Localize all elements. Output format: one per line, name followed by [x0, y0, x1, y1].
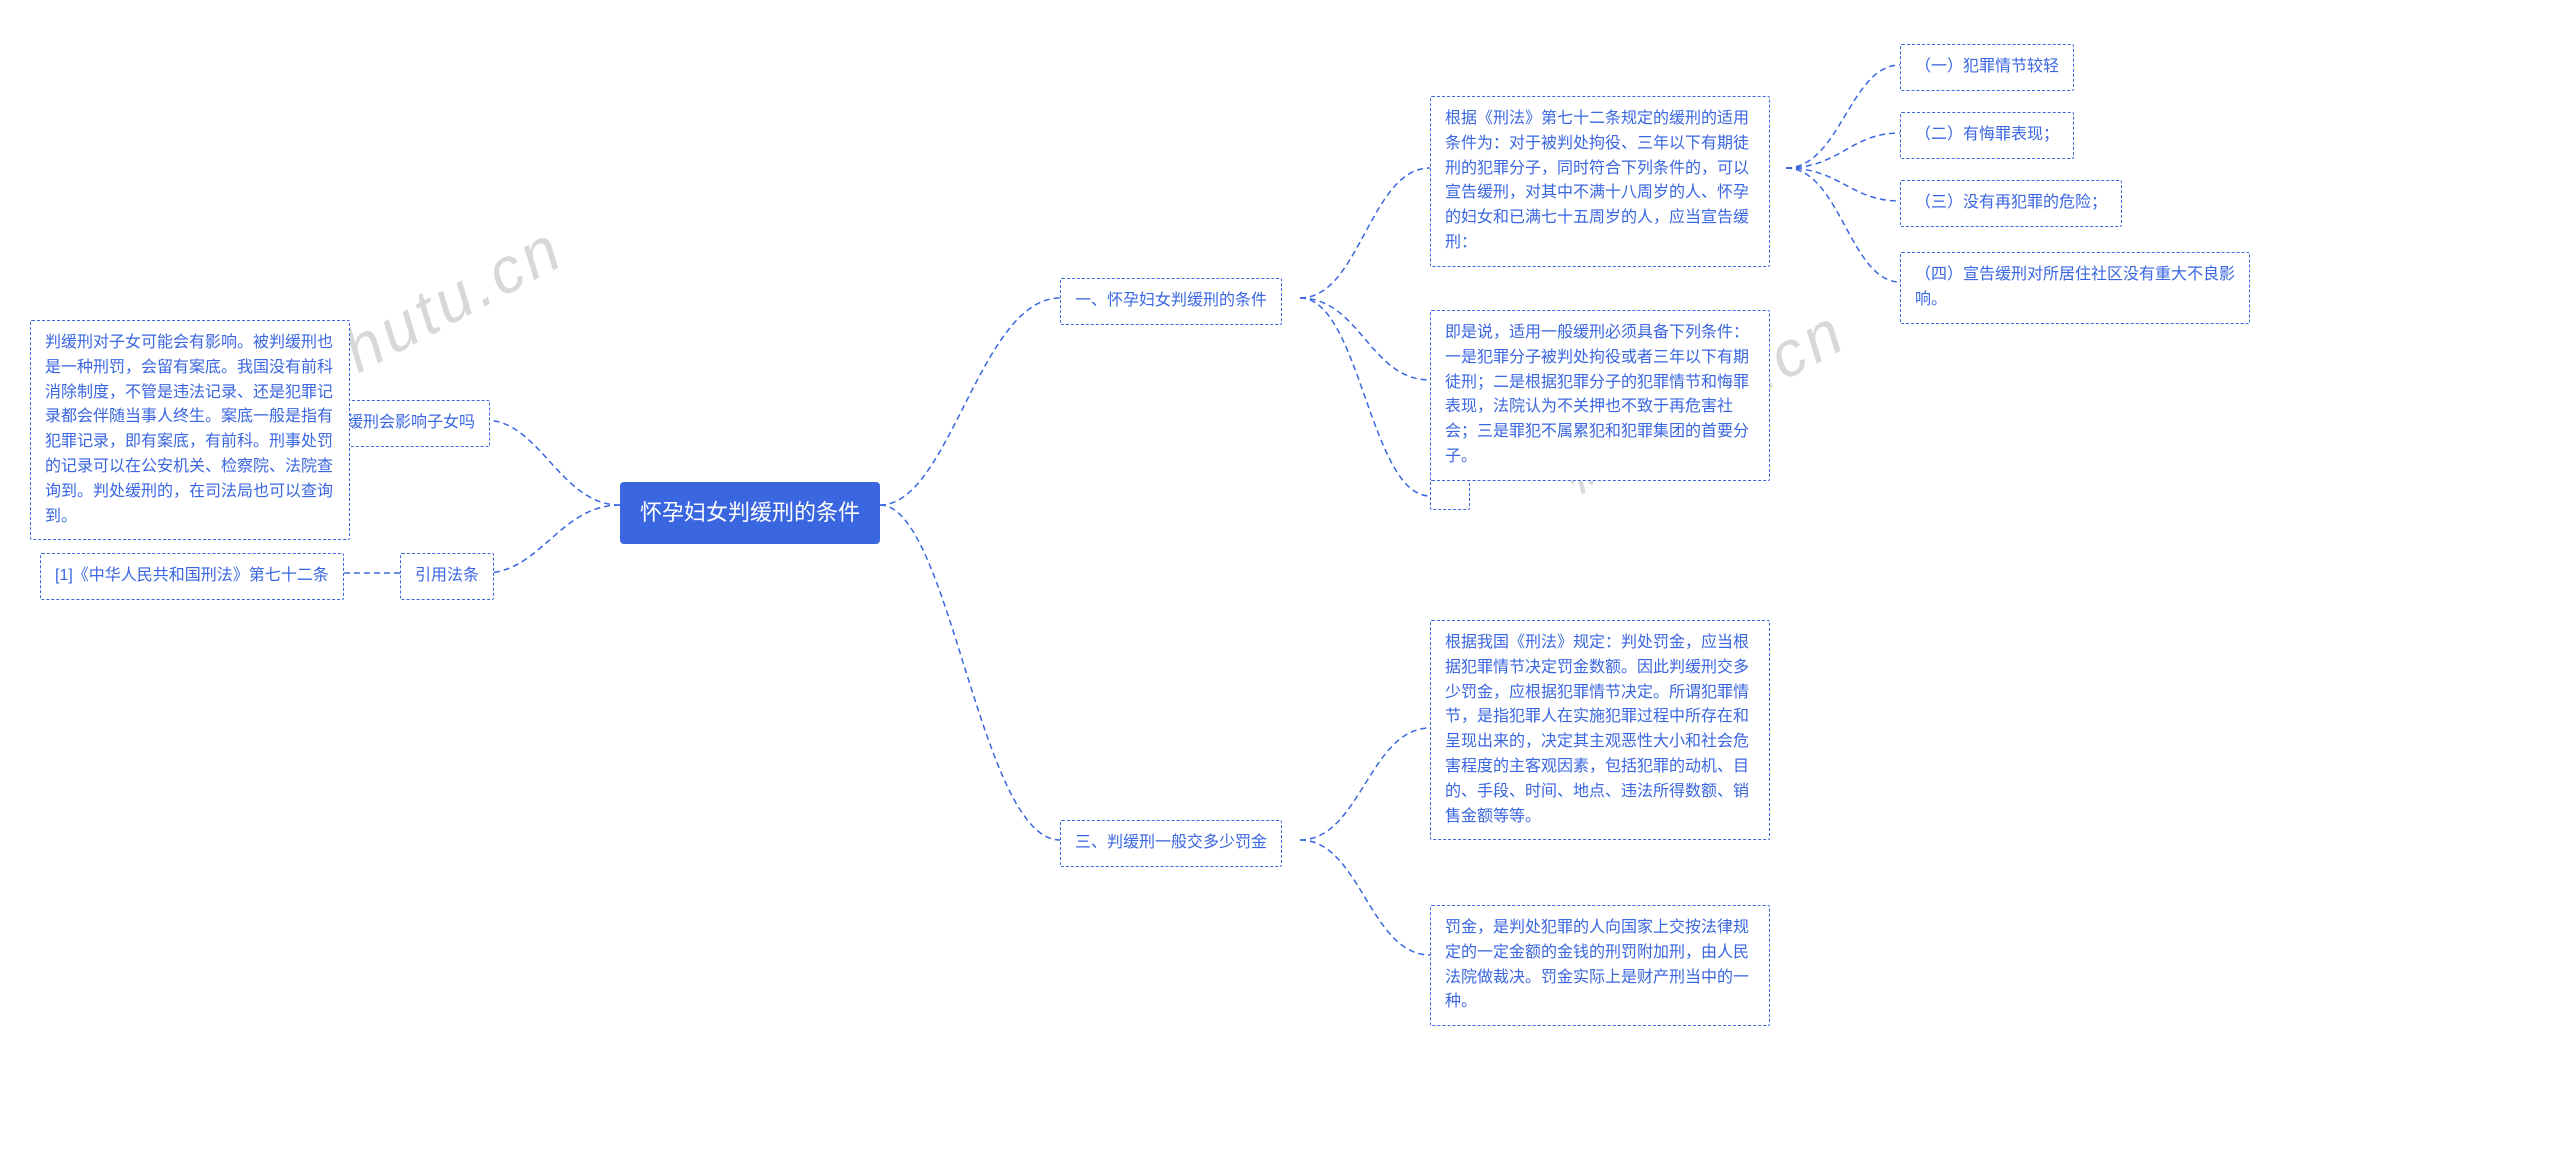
branch-1-p1-b[interactable]: （二）有悔罪表现； — [1900, 112, 2074, 159]
branch-1-p1[interactable]: 根据《刑法》第七十二条规定的缓刑的适用条件为：对于被判处拘役、三年以下有期徒刑的… — [1430, 96, 1770, 267]
branch-3-p1[interactable]: 根据我国《刑法》规定：判处罚金，应当根据犯罪情节决定罚金数额。因此判缓刑交多少罚… — [1430, 620, 1770, 840]
root-node[interactable]: 怀孕妇女判缓刑的条件 — [620, 482, 880, 544]
branch-4-p1[interactable]: [1]《中华人民共和国刑法》第七十二条 — [40, 553, 344, 600]
branch-1-p3-empty[interactable] — [1430, 480, 1470, 510]
mindmap-canvas: shutu.cn 树图 tu.cn 怀孕妇女判缓刑的条件 — [0, 0, 2560, 1149]
branch-3-p2[interactable]: 罚金，是判处犯罪的人向国家上交按法律规定的一定金额的金钱的刑罚附加刑，由人民法院… — [1430, 905, 1770, 1026]
branch-1-p1-a[interactable]: （一）犯罪情节较轻 — [1900, 44, 2074, 91]
edges-layer — [0, 0, 2560, 1149]
branch-4[interactable]: 引用法条 — [400, 553, 494, 600]
branch-1-p1-c[interactable]: （三）没有再犯罪的危险； — [1900, 180, 2122, 227]
branch-2-p1[interactable]: 判缓刑对子女可能会有影响。被判缓刑也是一种刑罚，会留有案底。我国没有前科消除制度… — [30, 320, 350, 540]
branch-1-p1-d[interactable]: （四）宣告缓刑对所居住社区没有重大不良影响。 — [1900, 252, 2250, 324]
branch-1[interactable]: 一、怀孕妇女判缓刑的条件 — [1060, 278, 1282, 325]
branch-3[interactable]: 三、判缓刑一般交多少罚金 — [1060, 820, 1282, 867]
branch-1-p2[interactable]: 即是说，适用一般缓刑必须具备下列条件：一是犯罪分子被判处拘役或者三年以下有期徒刑… — [1430, 310, 1770, 481]
